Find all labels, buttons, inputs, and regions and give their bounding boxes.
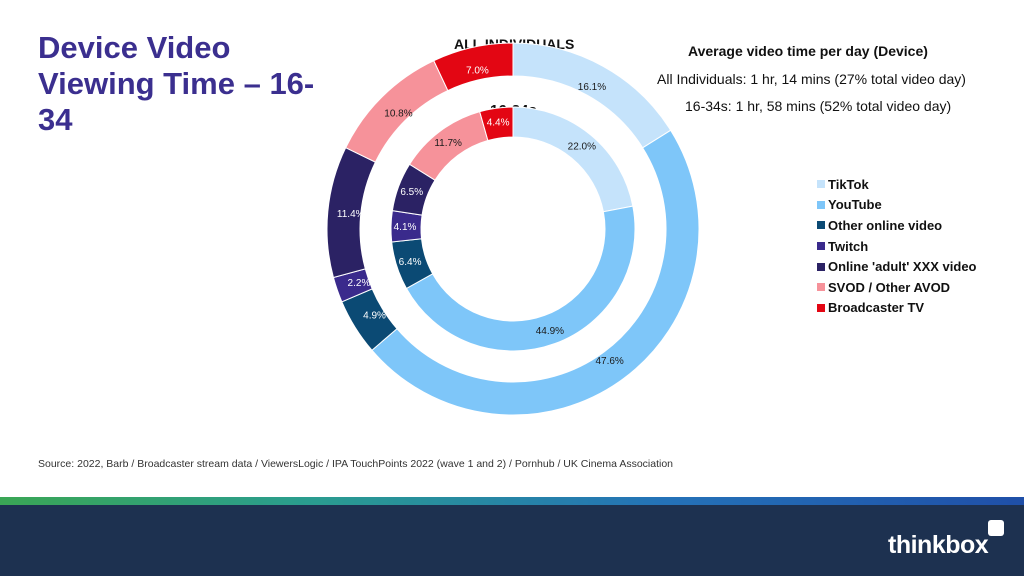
footer-bar <box>0 505 1024 576</box>
legend-label: Online 'adult' XXX video <box>828 259 977 275</box>
legend-item: Other online video <box>817 215 976 236</box>
outer-segment-1 <box>371 129 700 416</box>
inner-label-0: 22.0% <box>568 141 596 152</box>
legend-label: Twitch <box>828 238 869 254</box>
legend-swatch <box>817 242 825 251</box>
legend-item: YouTube <box>817 195 976 216</box>
thinkbox-logo: thinkbox <box>888 531 989 559</box>
legend-item: Twitch <box>817 236 976 257</box>
outer-label-4: 11.4% <box>337 209 365 220</box>
inner-label-3: 4.1% <box>394 222 417 233</box>
legend-label: SVOD / Other AVOD <box>828 279 951 295</box>
legend-swatch <box>817 200 825 209</box>
legend-item: Broadcaster TV <box>817 298 976 319</box>
inner-label-6: 4.4% <box>487 118 510 129</box>
legend-swatch <box>817 180 825 189</box>
inner-label-2: 6.4% <box>399 257 422 268</box>
info-title: Average video time per day (Device) <box>688 43 928 59</box>
outer-label-5: 10.8% <box>384 109 412 120</box>
outer-label-3: 2.2% <box>348 278 371 289</box>
slide-title: Device Video Viewing Time – 16-34 <box>38 30 315 137</box>
inner-segment-1 <box>405 205 636 352</box>
inner-label-5: 11.7% <box>434 138 462 149</box>
legend-item: Online 'adult' XXX video <box>817 256 976 277</box>
inner-segment-0 <box>512 106 634 213</box>
outer-label-1: 47.6% <box>595 356 623 367</box>
legend-item: TikTok <box>817 174 976 195</box>
logo-square-icon <box>988 520 1004 536</box>
outer-label-0: 16.1% <box>578 82 606 93</box>
legend-swatch <box>817 283 825 292</box>
outer-label-6: 7.0% <box>466 65 489 76</box>
outer-segment-6 <box>433 42 514 92</box>
source-note: Source: 2022, Barb / Broadcaster stream … <box>38 458 674 470</box>
legend-swatch <box>817 221 825 230</box>
info-16-34s: 16-34s: 1 hr, 58 mins (52% total video d… <box>685 98 952 114</box>
inner-segment-6 <box>479 106 514 142</box>
legend-label: YouTube <box>828 197 882 213</box>
legend-item: SVOD / Other AVOD <box>817 277 976 298</box>
legend-label: Other online video <box>828 217 943 233</box>
chart-legend: TikTok YouTube Other online video Twitch Onl… <box>817 174 976 318</box>
outer-label-2: 4.9% <box>363 311 386 322</box>
color-stripe <box>0 497 1024 505</box>
legend-label: TikTok <box>828 176 869 192</box>
inner-label-4: 6.5% <box>400 187 423 198</box>
legend-swatch <box>817 303 825 312</box>
legend-label: Broadcaster TV <box>828 300 925 316</box>
inner-label-1: 44.9% <box>536 326 564 337</box>
info-all-individuals: All Individuals: 1 hr, 14 mins (27% tota… <box>657 71 966 87</box>
legend-swatch <box>817 262 825 271</box>
